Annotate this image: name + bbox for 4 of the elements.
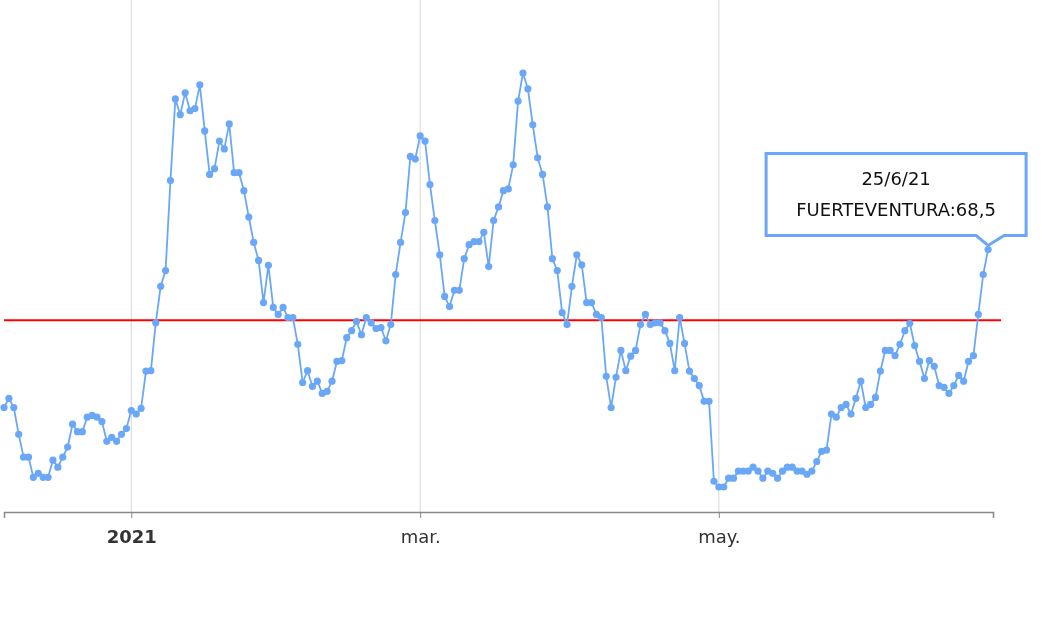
- x-tick-label: may.: [698, 525, 741, 547]
- x-tick-label: mar.: [400, 525, 441, 547]
- x-tick-label: 2021: [106, 525, 157, 547]
- annotation: 25/6/21 FUERTEVENTURA:68,5: [796, 168, 996, 221]
